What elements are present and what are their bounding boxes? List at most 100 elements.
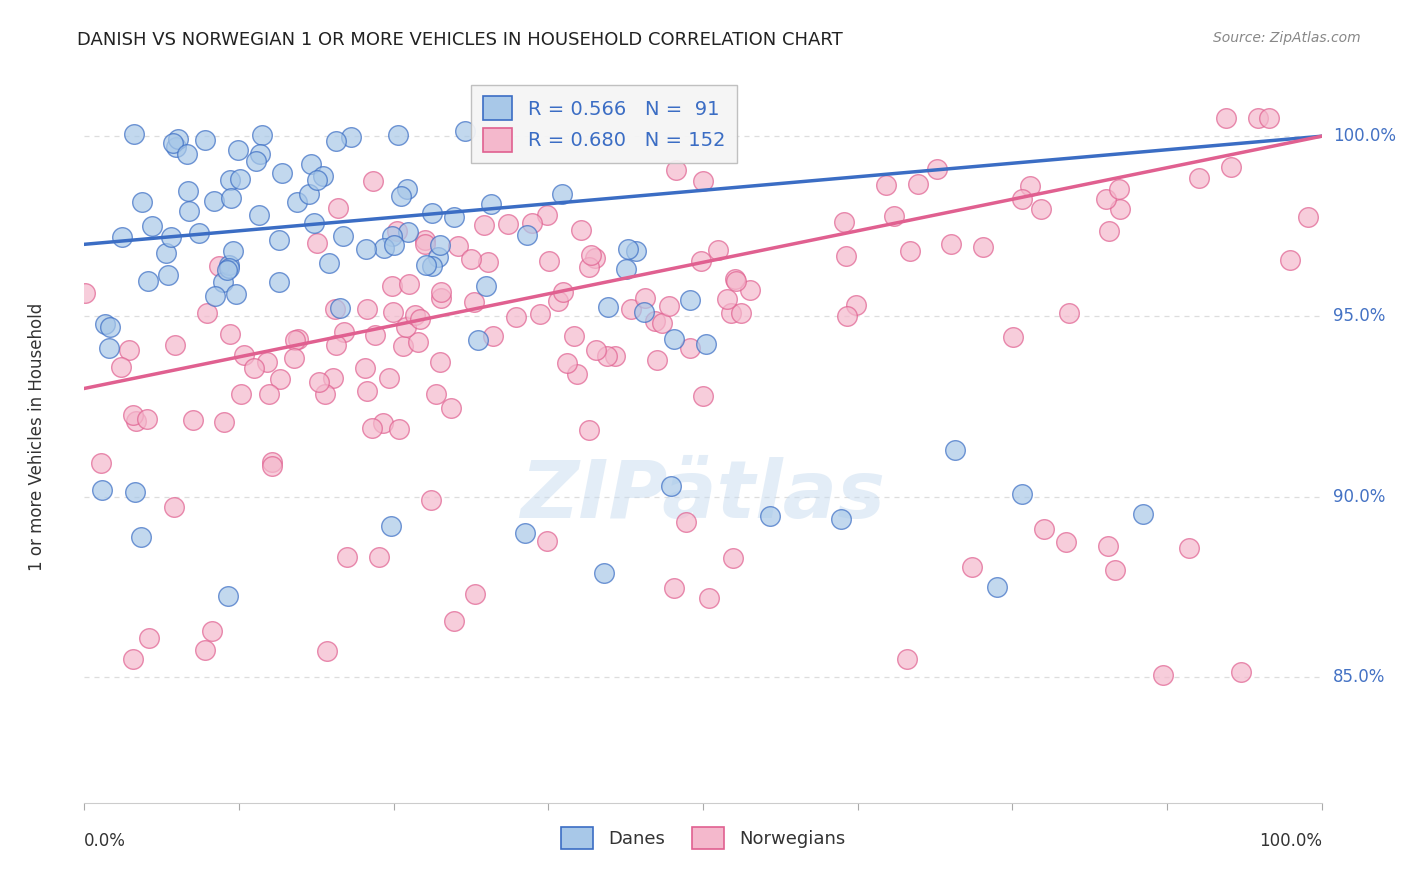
- Point: [229, 172, 252, 186]
- Point: [415, 233, 437, 247]
- Point: [596, 349, 619, 363]
- Point: [181, 413, 204, 427]
- Point: [1132, 507, 1154, 521]
- Text: 0.0%: 0.0%: [84, 831, 127, 849]
- Point: [136, 274, 159, 288]
- Point: [222, 244, 245, 258]
- Point: [177, 185, 200, 199]
- Point: [513, 525, 536, 540]
- Point: [111, 230, 134, 244]
- Point: [122, 408, 145, 422]
- Point: [1011, 193, 1033, 207]
- Point: [900, 244, 922, 258]
- Point: [875, 178, 897, 193]
- Point: [124, 127, 146, 141]
- Point: [212, 415, 235, 429]
- Point: [217, 262, 239, 277]
- Point: [1178, 541, 1201, 556]
- Point: [1152, 668, 1174, 682]
- Point: [738, 283, 761, 297]
- Point: [1059, 306, 1081, 320]
- Point: [1104, 563, 1126, 577]
- Point: [163, 337, 186, 351]
- Point: [986, 580, 1008, 594]
- Point: [759, 509, 782, 524]
- Point: [721, 550, 744, 565]
- Point: [620, 301, 643, 316]
- Point: [155, 246, 177, 260]
- Text: 1 or more Vehicles in Household: 1 or more Vehicles in Household: [28, 303, 46, 571]
- Point: [1108, 182, 1130, 196]
- Point: [464, 586, 486, 600]
- Point: [326, 201, 349, 215]
- Point: [675, 515, 697, 529]
- Point: [420, 259, 443, 273]
- Point: [371, 416, 394, 430]
- Point: [408, 334, 430, 349]
- Point: [204, 289, 226, 303]
- Point: [138, 631, 160, 645]
- Point: [962, 560, 984, 574]
- Text: Source: ZipAtlas.com: Source: ZipAtlas.com: [1213, 31, 1361, 45]
- Point: [269, 372, 291, 386]
- Point: [226, 143, 249, 157]
- Point: [1230, 665, 1253, 679]
- Point: [259, 387, 281, 401]
- Point: [835, 249, 858, 263]
- Point: [645, 352, 668, 367]
- Point: [585, 343, 607, 358]
- Point: [110, 360, 132, 375]
- Point: [420, 206, 443, 220]
- Point: [118, 343, 141, 357]
- Point: [322, 371, 344, 385]
- Point: [389, 189, 412, 203]
- Point: [325, 134, 347, 148]
- Point: [551, 187, 574, 202]
- Point: [299, 157, 322, 171]
- Text: ZIPätlas: ZIPätlas: [520, 457, 886, 534]
- Point: [555, 356, 578, 370]
- Point: [832, 214, 855, 228]
- Point: [716, 292, 738, 306]
- Point: [679, 293, 702, 307]
- Point: [217, 590, 239, 604]
- Point: [218, 258, 240, 272]
- Point: [141, 219, 163, 233]
- Legend: Danes, Norwegians: Danes, Norwegians: [554, 820, 852, 856]
- Point: [136, 412, 159, 426]
- Point: [354, 242, 377, 256]
- Point: [269, 233, 291, 247]
- Point: [1215, 112, 1237, 126]
- Point: [463, 294, 485, 309]
- Point: [925, 162, 948, 177]
- Point: [662, 581, 685, 595]
- Point: [339, 129, 361, 144]
- Point: [363, 328, 385, 343]
- Point: [972, 239, 994, 253]
- Point: [1032, 521, 1054, 535]
- Point: [218, 261, 240, 276]
- Point: [162, 500, 184, 515]
- Point: [165, 140, 187, 154]
- Point: [354, 360, 377, 375]
- Point: [194, 642, 217, 657]
- Point: [520, 216, 543, 230]
- Point: [496, 217, 519, 231]
- Point: [658, 299, 681, 313]
- Point: [429, 238, 451, 252]
- Point: [477, 254, 499, 268]
- Point: [1001, 330, 1024, 344]
- Point: [614, 261, 637, 276]
- Point: [91, 483, 114, 498]
- Point: [536, 533, 558, 548]
- Point: [430, 285, 453, 300]
- Point: [479, 197, 502, 211]
- Point: [1054, 534, 1077, 549]
- Point: [472, 218, 495, 232]
- Point: [707, 244, 730, 258]
- Point: [1188, 170, 1211, 185]
- Point: [195, 306, 218, 320]
- Point: [624, 244, 647, 259]
- Text: 90.0%: 90.0%: [1333, 488, 1385, 506]
- Point: [616, 242, 638, 256]
